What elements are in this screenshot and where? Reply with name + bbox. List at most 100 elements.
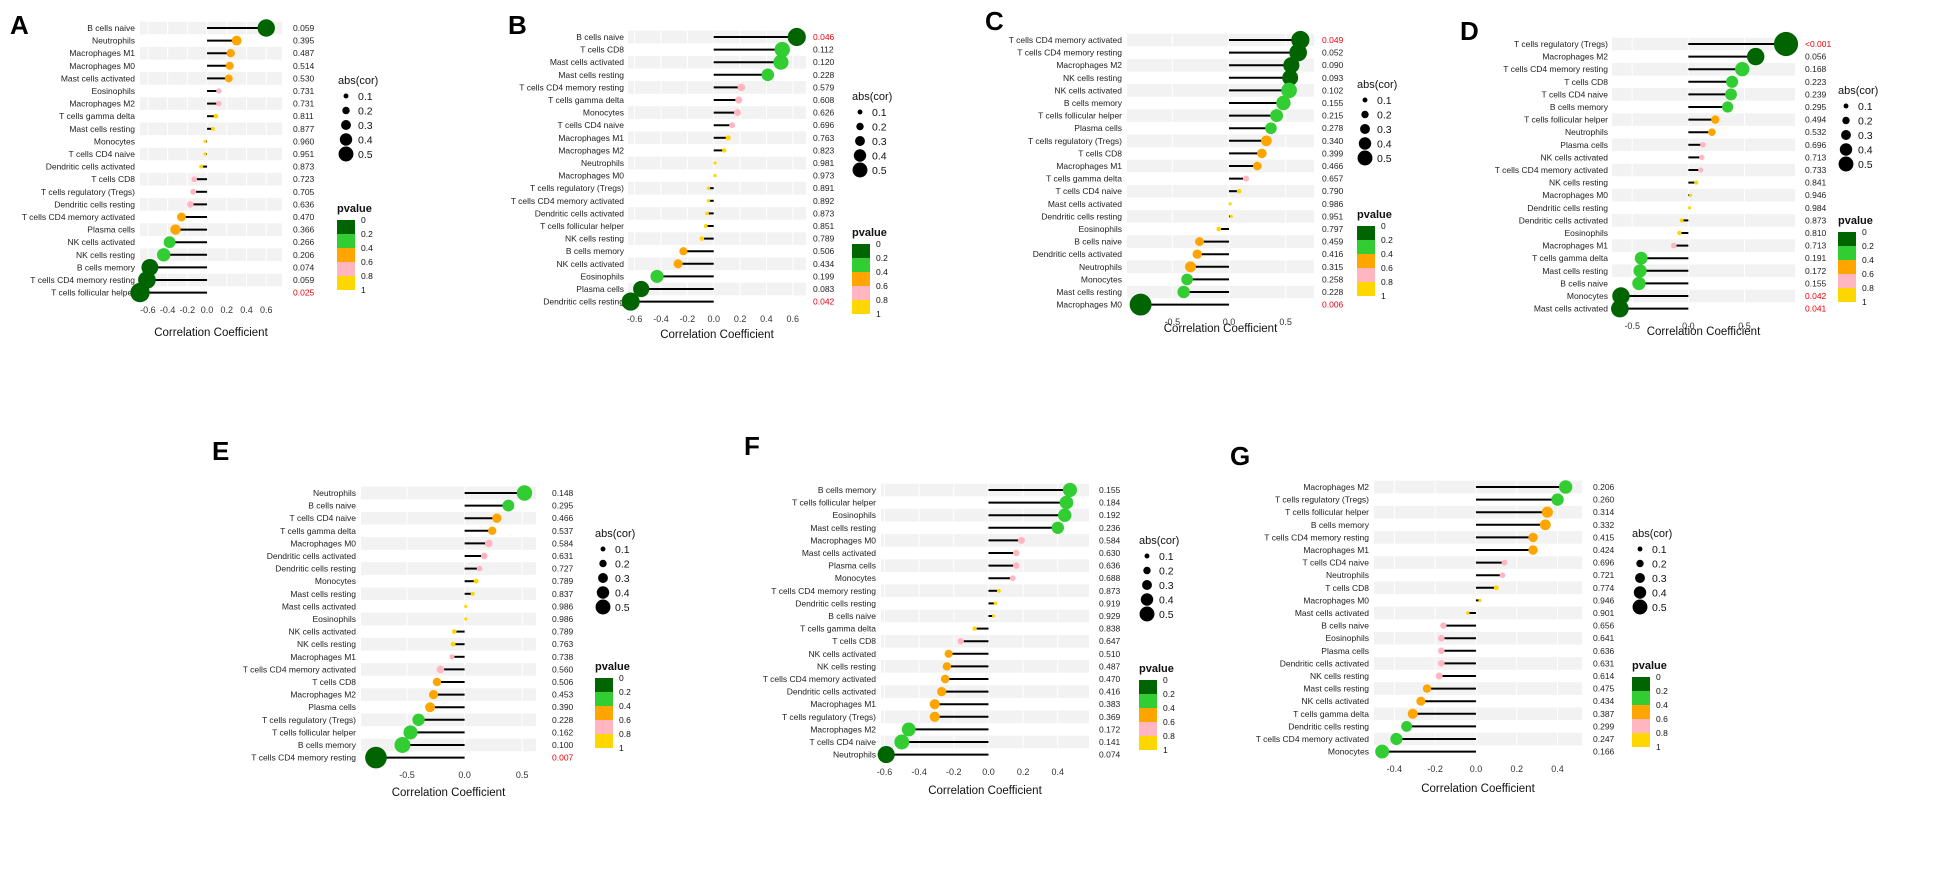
legend-color-swatch: [337, 220, 355, 234]
lollipop-dot: [707, 199, 710, 202]
legend-color-swatch: [595, 706, 613, 720]
cell-type-label: T cells gamma delta: [1532, 253, 1608, 263]
legend-size-dot: [1635, 573, 1645, 583]
p-value-label: 0.763: [552, 639, 574, 649]
p-value-label: 0.713: [1805, 152, 1827, 162]
lollipop-dot: [1725, 88, 1737, 100]
legend-color-swatch: [1838, 246, 1856, 260]
p-value-label: 0.466: [552, 513, 574, 523]
lollipop-dot: [1494, 585, 1499, 590]
x-tick-label: 0.0: [1470, 764, 1483, 774]
p-value-label: 0.810: [1805, 228, 1827, 238]
cell-type-label: T cells CD8: [91, 174, 135, 184]
lollipop-dot: [211, 127, 215, 131]
legend-size-label: 0.1: [1377, 95, 1392, 107]
legend-color-label: 0.4: [1656, 700, 1668, 710]
p-value-label: 0.688: [1099, 573, 1121, 583]
p-value-label: 0.168: [1805, 64, 1827, 74]
legend-size-dot: [1633, 600, 1648, 615]
lollipop-dot: [705, 212, 709, 216]
x-tick-label: 0.5: [516, 770, 529, 780]
lollipop-dot: [177, 213, 186, 222]
lollipop-dot: [203, 152, 206, 155]
p-value-label: 0.630: [1099, 548, 1121, 558]
legend-size-label: 0.5: [1858, 159, 1873, 171]
cell-type-label: Macrophages M0: [290, 538, 356, 548]
p-value-label: 0.258: [1322, 274, 1344, 284]
legend-abs-cor: abs(cor) 0.1 0.2 0.3 0.4 0.5: [1838, 85, 1878, 171]
cell-type-label: Macrophages M0: [558, 171, 624, 181]
x-axis-label: Correlation Coefficient: [660, 329, 774, 341]
lollipop-dot: [157, 248, 170, 261]
legend-size-dot: [601, 547, 606, 552]
legend-color-swatch: [1838, 232, 1856, 246]
cell-type-label: Macrophages M2: [810, 724, 876, 734]
lollipop-dot: [726, 135, 731, 140]
p-value-label: 0.041: [1805, 304, 1827, 314]
legend-size-dot: [853, 163, 868, 178]
legend-size-dot: [1636, 560, 1643, 567]
cell-type-label: Plasma cells: [1321, 646, 1369, 656]
panel-d: DT cells regulatory (Tregs) <0.001Macroph…: [1460, 16, 1878, 338]
p-value-label: 0.007: [552, 753, 574, 763]
legend-size-label: 0.5: [872, 165, 887, 177]
p-value-label: 0.247: [1593, 734, 1615, 744]
row-band: [1374, 708, 1582, 721]
legend-abs-title: abs(cor): [595, 528, 635, 540]
p-value-label: 0.731: [293, 86, 315, 96]
lollipop-dot: [1423, 684, 1431, 692]
cell-type-label: Neutrophils: [1565, 127, 1608, 137]
p-value-label: 0.192: [1099, 510, 1121, 520]
p-value-label: 0.891: [813, 183, 835, 193]
legend-color-label: 0.2: [619, 687, 631, 697]
lollipop-dot: [477, 566, 483, 572]
legend-color-swatch: [1632, 705, 1650, 719]
lollipop-dot: [199, 165, 203, 169]
x-axis-label: Correlation Coefficient: [1647, 326, 1761, 338]
cell-type-label: T cells CD4 memory activated: [243, 664, 356, 674]
p-value-label: 0.727: [552, 564, 574, 574]
legend-abs-cor: abs(cor) 0.1 0.2 0.3 0.4 0.5: [1632, 528, 1672, 614]
cell-type-label: Eosinophils: [313, 614, 356, 624]
cell-type-label: Dendritic cells activated: [1280, 658, 1370, 668]
x-tick-label: 0.0: [458, 770, 471, 780]
lollipop-dot: [704, 224, 708, 228]
cell-type-label: Mast cells resting: [810, 523, 876, 533]
row-band: [1612, 239, 1795, 252]
lollipop-dot: [1700, 142, 1706, 148]
legend-size-dot: [1638, 547, 1643, 552]
lollipop-dot: [972, 626, 976, 630]
lollipop-dot: [1013, 562, 1019, 568]
lollipop-dot: [1243, 176, 1249, 182]
x-tick-label: -0.4: [1387, 764, 1403, 774]
row-band: [628, 258, 806, 271]
p-value-label: 0.046: [813, 32, 835, 42]
x-tick-label: 0.0: [201, 305, 214, 315]
p-value-label: 0.731: [293, 99, 315, 109]
p-value-label: 0.424: [1593, 545, 1615, 555]
x-tick-label: -0.2: [1427, 764, 1443, 774]
legend-size-label: 0.2: [1377, 110, 1392, 122]
legend-color-swatch: [1838, 274, 1856, 288]
p-value-label: 0.052: [1322, 48, 1344, 58]
lollipop-dot: [958, 638, 964, 644]
cell-type-label: Plasma cells: [87, 225, 135, 235]
p-value-label: 0.090: [1322, 60, 1344, 70]
p-value-label: 0.332: [1593, 520, 1615, 530]
lollipop-dot: [1747, 48, 1764, 65]
p-value-label: 0.295: [1805, 102, 1827, 112]
lollipop-dot: [1257, 149, 1267, 159]
cell-type-label: Macrophages M1: [810, 699, 876, 709]
lollipop-dot: [437, 666, 445, 674]
p-value-label: 0.266: [293, 237, 315, 247]
panel-c: CT cells CD4 memory activated 0.049T cell…: [985, 6, 1397, 335]
legend-abs-cor: abs(cor) 0.1 0.2 0.3 0.4 0.5: [595, 528, 635, 614]
lollipop-dot: [1694, 181, 1698, 185]
cell-type-label: Mast cells resting: [69, 124, 135, 134]
cell-type-label: Dendritic cells resting: [54, 199, 135, 209]
legend-size-dot: [1841, 130, 1851, 140]
cell-type-label: T cells CD4 memory resting: [771, 586, 876, 596]
legend-color-swatch: [852, 244, 870, 258]
cell-type-label: Mast cells resting: [290, 589, 356, 599]
